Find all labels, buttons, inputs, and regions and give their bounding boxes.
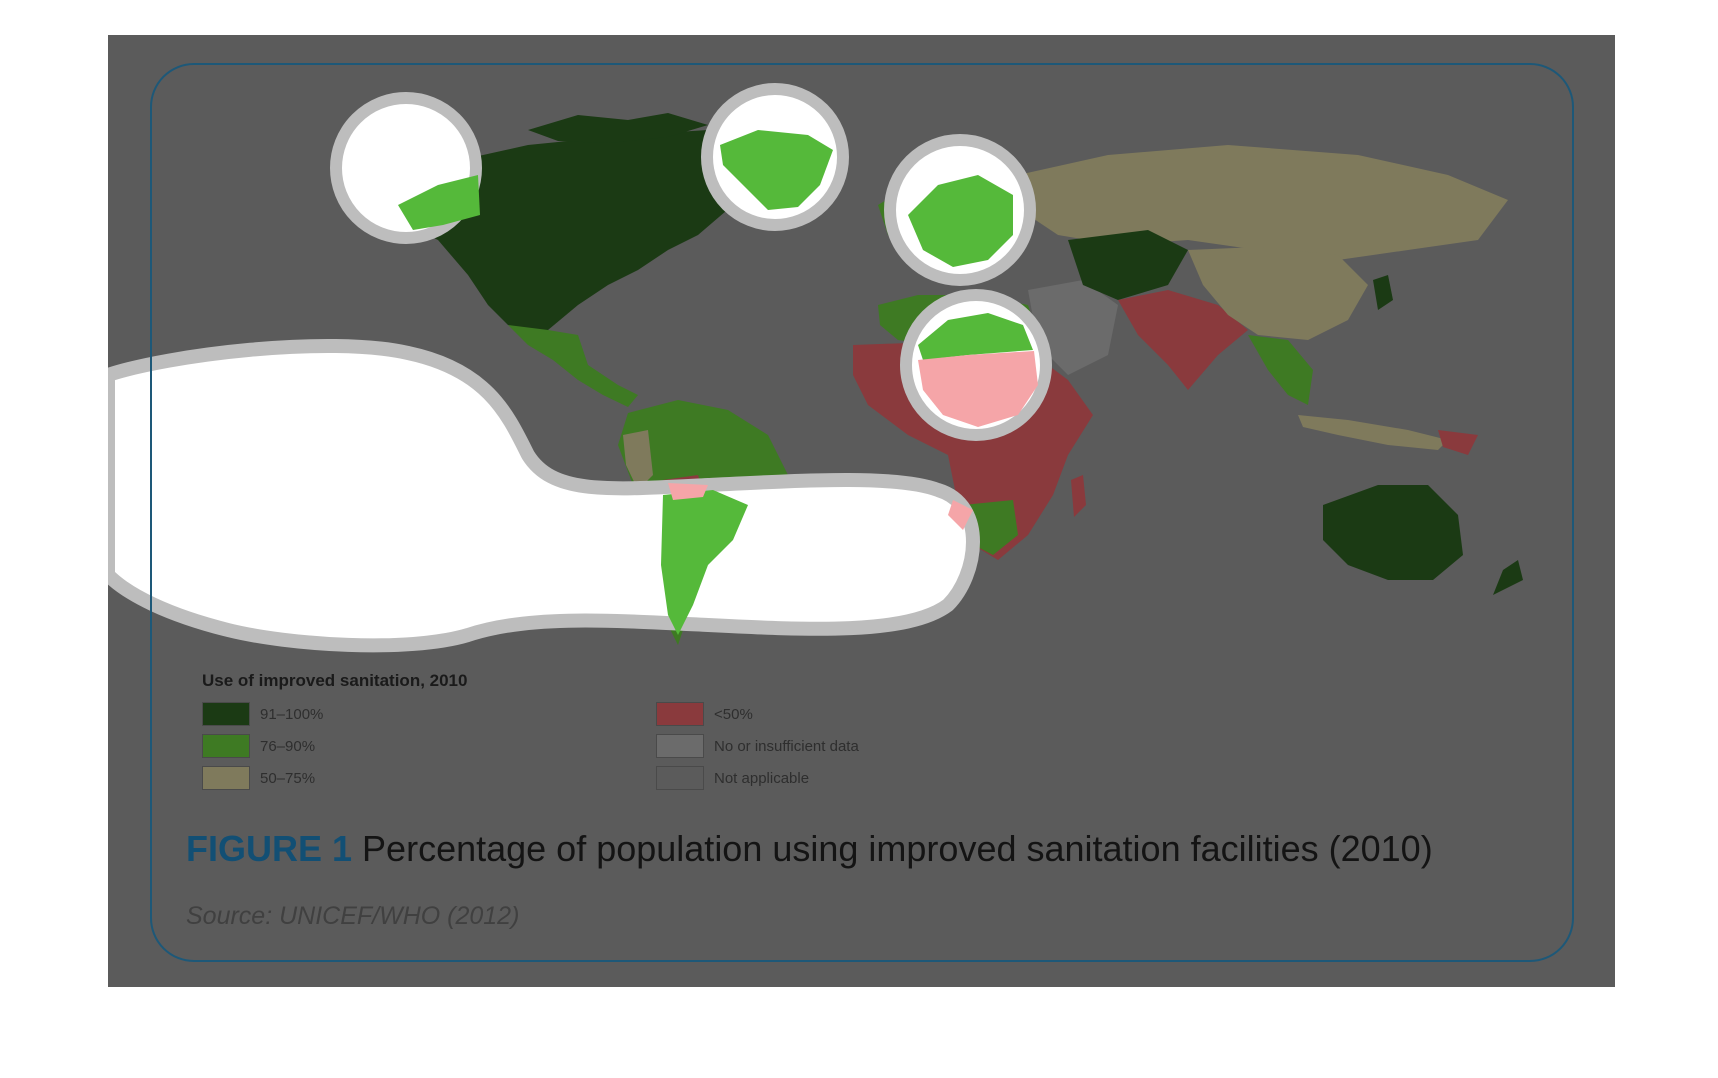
legend-swatch: [202, 766, 250, 790]
legend-item-50-75: 50–75%: [202, 766, 315, 790]
figure-panel: Use of improved sanitation, 2010 91–100%…: [108, 35, 1615, 987]
highlight-europe-land: [908, 175, 1013, 267]
region-canada-islands: [528, 113, 708, 143]
source-note: Source: UNICEF/WHO (2012): [186, 902, 520, 930]
region-china: [1188, 247, 1368, 340]
highlight-southern-cone-red: [668, 483, 708, 500]
legend-label: 91–100%: [260, 705, 324, 723]
highlight-southern-cone: [108, 338, 980, 653]
highlight-north-africa-green: [918, 313, 1033, 360]
figure-caption: FIGURE 1 Percentage of population using …: [186, 828, 1433, 870]
highlight-southern-africa-red: [948, 500, 973, 530]
region-central-asia: [1068, 230, 1188, 300]
legend-label: 76–90%: [260, 737, 316, 755]
region-madagascar: [1071, 475, 1086, 517]
legend-label: 50–75%: [260, 769, 316, 787]
legend-label: <50%: [714, 705, 753, 723]
region-png: [1438, 430, 1478, 455]
legend-swatch: [656, 734, 704, 758]
region-australia: [1323, 485, 1463, 580]
highlight-greenland-land: [720, 130, 833, 210]
world-map: [108, 83, 1523, 653]
legend-swatch: [202, 734, 250, 758]
legend-label: No or insufficient data: [714, 737, 859, 755]
legend-swatch: [656, 766, 704, 790]
highlight-north-africa-red: [918, 351, 1038, 427]
legend-item-not-applicable: Not applicable: [656, 766, 809, 790]
legend-item-under-50: <50%: [656, 702, 753, 726]
legend-item-76-90: 76–90%: [202, 734, 315, 758]
region-south-asia: [1118, 290, 1248, 390]
region-indonesia: [1298, 415, 1448, 450]
legend-label: Not applicable: [714, 769, 810, 787]
region-southeast-asia: [1248, 335, 1313, 405]
legend-title: Use of improved sanitation, 2010: [202, 671, 468, 690]
figure-label: FIGURE 1: [186, 828, 353, 869]
region-new-zealand: [1493, 560, 1523, 595]
legend-swatch: [202, 702, 250, 726]
legend-item-no-data: No or insufficient data: [656, 734, 859, 758]
region-andes-low: [623, 430, 653, 490]
figure-frame: [150, 63, 1574, 962]
caption-text: Percentage of population using improved …: [362, 828, 1433, 869]
highlight-alaska-land: [398, 175, 480, 230]
legend-item-91-100: 91–100%: [202, 702, 323, 726]
highlight-southern-cone-land: [661, 490, 748, 635]
region-central-america: [508, 325, 638, 407]
legend-swatch: [656, 702, 704, 726]
region-japan: [1373, 275, 1393, 310]
